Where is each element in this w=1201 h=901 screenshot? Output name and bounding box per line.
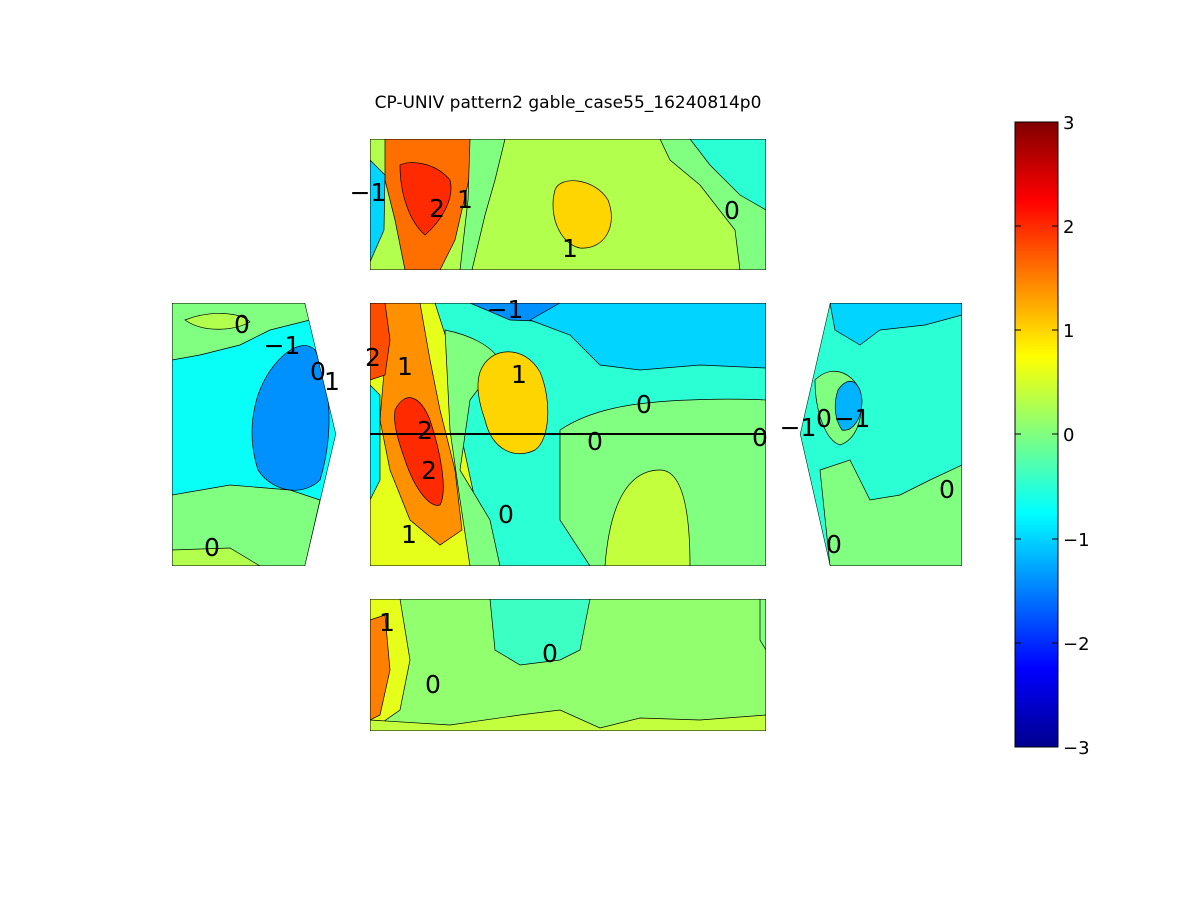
colorbar-tick-label: −1 [1063,530,1090,551]
panel-right-wall [800,303,962,566]
contour-label: 0 [724,196,740,225]
region-roofw-neg [689,139,766,211]
colorbar-gradient [1014,121,1059,748]
contour-label: −1 [780,413,817,442]
colorbar-tick-label: 3 [1063,113,1074,134]
panel-left-wall-border [172,303,336,566]
contour-label: −1 [487,295,524,324]
contour-label: 0 [816,404,832,433]
panel-roof-windward [370,139,766,270]
contour-label: 0 [542,639,558,668]
region-roofl-right-edge [759,599,766,651]
contour-label: 2 [429,194,445,223]
contour-label: 0 [498,500,514,529]
region-rightwall-top [829,303,962,346]
region-roofw-blob [552,180,612,249]
panel-front-wall [370,303,766,566]
contour-label: 0 [636,390,652,419]
contour-label: 1 [401,520,417,549]
region-roofw-left-core [399,162,452,236]
region-front-top-left-core [370,303,391,381]
region-leftwall-blob [251,345,330,491]
panel-left-wall [172,303,336,566]
colorbar: 3 2 1 0 −1 −2 −3 [1014,113,1090,759]
contour-label: −1 [264,331,301,360]
colorbar-tick-label: −3 [1063,738,1090,759]
region-front-center-blob [477,351,549,455]
contour-label: 2 [421,456,437,485]
region-roofl-bottom-strip [370,709,766,731]
region-leftwall-top-inner [184,313,251,330]
contour-label: 0 [752,423,768,452]
contour-label: −1 [350,178,387,207]
contour-label: 0 [234,310,250,339]
chart-title: CP-UNIV pattern2 gable_case55_16240814p0 [375,93,762,113]
contour-label: 0 [425,670,441,699]
contour-label: −1 [834,404,871,433]
region-front-upper-right [529,303,766,371]
colorbar-tick-label: 0 [1063,425,1074,446]
colorbar-tick-label: 1 [1063,321,1074,342]
contour-label: 2 [365,343,381,372]
region-roofw-green-strip [459,139,506,270]
contour-label: 0 [939,475,955,504]
region-rightwall-blob [834,380,863,431]
contour-label: 1 [562,234,578,263]
panel-roof-leeward [370,599,766,731]
contour-label: 0 [204,533,220,562]
region-front-left-edge [370,384,381,501]
contour-label: 0 [310,357,326,386]
region-rightwall-lower [819,459,962,566]
contour-label: 1 [397,352,413,381]
contour-label: 0 [587,427,603,456]
contour-label: 1 [379,608,395,637]
region-roofl-left-core [370,614,391,721]
contour-label: 1 [511,360,527,389]
region-front-left-core [394,397,444,506]
region-roofl-top-right [489,599,591,666]
colorbar-ticks [1015,225,1058,644]
region-roofw-left-edge [370,159,386,263]
colorbar-tick-label: −2 [1063,634,1090,655]
contour-label: 0 [826,530,842,559]
contour-label: 1 [457,185,473,214]
contour-label: 1 [324,367,340,396]
contour-labels: −1 2 1 1 0 0 −1 0 1 0 −1 2 1 1 0 2 0 2 0… [204,178,955,699]
colorbar-tick-label: 2 [1063,217,1074,238]
contour-label: 2 [417,416,433,445]
region-front-lower-lobe [604,469,691,566]
region-leftwall-bottom-inner [172,547,262,566]
